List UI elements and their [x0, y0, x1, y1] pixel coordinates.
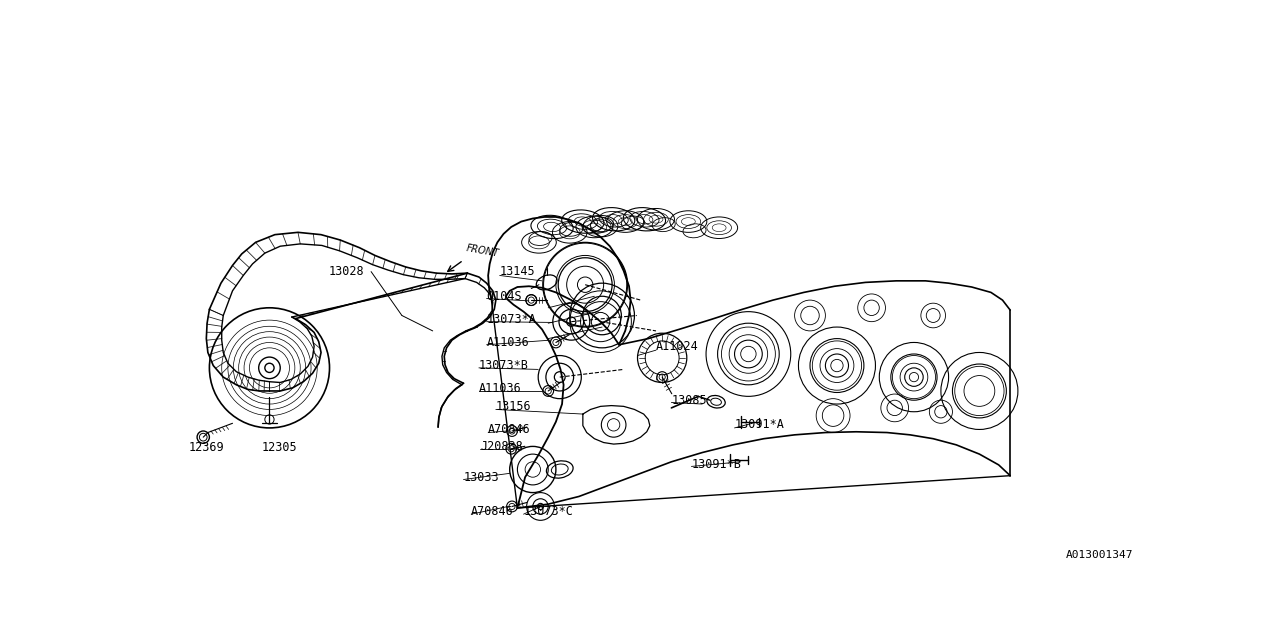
Text: 13073*B: 13073*B	[479, 359, 529, 372]
Text: A70846: A70846	[471, 506, 515, 518]
Text: A11024: A11024	[657, 340, 699, 353]
Text: A70846: A70846	[488, 423, 531, 436]
Text: 13091*A: 13091*A	[735, 419, 785, 431]
Text: 13156: 13156	[495, 400, 531, 413]
Text: 12369: 12369	[188, 442, 224, 454]
Text: 12305: 12305	[262, 442, 297, 454]
Text: 0104S: 0104S	[486, 290, 522, 303]
Text: 13073*A: 13073*A	[486, 313, 536, 326]
Text: 13028: 13028	[329, 265, 365, 278]
Text: 13033: 13033	[463, 470, 499, 484]
Text: A11036: A11036	[479, 382, 522, 395]
Text: 13085: 13085	[672, 394, 707, 406]
Text: 13145: 13145	[499, 265, 535, 278]
Text: FRONT: FRONT	[466, 243, 500, 259]
Text: J20838: J20838	[480, 440, 524, 453]
Text: A013001347: A013001347	[1066, 550, 1133, 561]
Text: 13091*B: 13091*B	[691, 458, 741, 470]
Text: A11036: A11036	[486, 336, 530, 349]
Text: 13073*C: 13073*C	[524, 506, 573, 518]
